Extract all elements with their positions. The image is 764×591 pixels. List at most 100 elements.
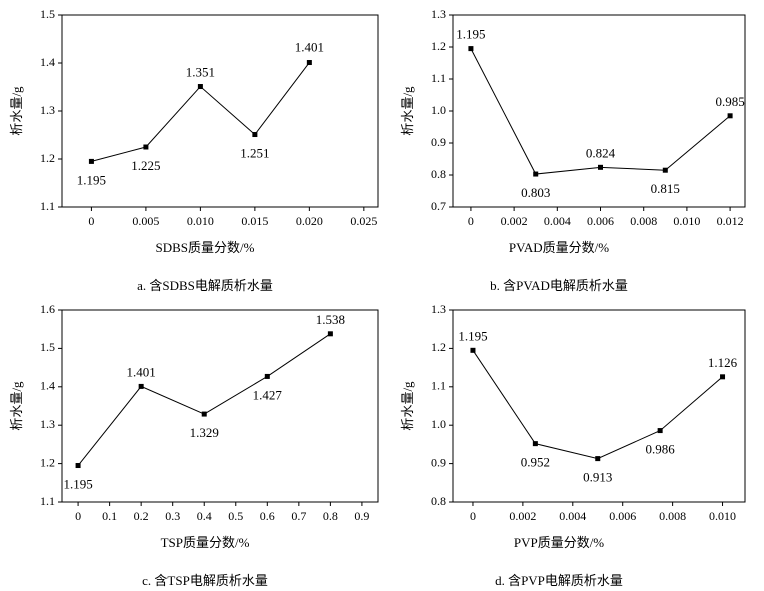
data-point (727, 113, 733, 119)
data-point (468, 46, 474, 52)
y-tick-label: 0.8 (431, 167, 446, 181)
data-label: 1.427 (253, 387, 283, 402)
data-point (533, 171, 539, 177)
x-tick-label: 0.008 (630, 214, 657, 228)
x-tick-label: 0.5 (228, 509, 243, 523)
data-point (662, 167, 668, 173)
data-label: 1.401 (127, 364, 156, 379)
data-point (143, 144, 149, 150)
x-tick-label: 0 (75, 509, 81, 523)
x-tick-label: 0.2 (134, 509, 149, 523)
y-tick-label: 0.9 (431, 455, 446, 469)
plot-frame (61, 309, 379, 503)
data-label: 0.824 (586, 145, 616, 160)
data-point (720, 374, 726, 380)
data-label: 1.126 (708, 355, 738, 370)
data-label: 1.195 (456, 27, 485, 42)
data-label: 1.401 (295, 40, 324, 55)
x-tick-label: 0.010 (673, 214, 700, 228)
x-tick-label: 0 (468, 214, 474, 228)
data-line (472, 350, 723, 460)
y-tick-label: 0.8 (431, 494, 446, 508)
y-tick-label: 1.1 (40, 199, 55, 213)
data-point (595, 456, 601, 462)
y-tick-label: 1.4 (40, 379, 55, 393)
y-tick-label: 1.2 (431, 340, 446, 354)
x-tick-label: 0.015 (241, 214, 268, 228)
y-axis-label: 析水量/g (9, 381, 24, 431)
data-label: 1.195 (63, 477, 92, 492)
data-point (598, 164, 604, 170)
data-point (306, 60, 312, 66)
y-tick-label: 1.6 (40, 302, 55, 316)
x-axis-label: PVP质量分数/% (514, 535, 604, 550)
x-tick-label: 0.002 (509, 509, 536, 523)
data-point (252, 132, 258, 138)
x-axis-label: PVAD质量分数/% (509, 240, 609, 255)
x-tick-label: 0.010 (709, 509, 736, 523)
x-tick-label: 0.005 (132, 214, 159, 228)
data-label: 0.815 (651, 181, 680, 196)
data-label: 1.195 (458, 328, 487, 343)
plot-frame (61, 14, 379, 208)
x-tick-label: 0.002 (501, 214, 528, 228)
x-tick-label: 0.012 (717, 214, 744, 228)
y-tick-label: 1.4 (40, 55, 55, 69)
caption: d. 含PVP电解质析水量 (495, 573, 623, 588)
y-tick-label: 1.0 (431, 417, 446, 431)
data-label: 1.538 (316, 312, 345, 327)
data-point (327, 331, 333, 337)
plot-frame (452, 14, 746, 208)
x-tick-label: 0.8 (323, 509, 338, 523)
x-tick-label: 0.020 (296, 214, 323, 228)
x-tick-label: 0.008 (659, 509, 686, 523)
y-tick-label: 1.3 (431, 302, 446, 316)
y-tick-label: 0.9 (431, 135, 446, 149)
y-tick-label: 1.1 (40, 494, 55, 508)
y-tick-label: 1.5 (40, 7, 55, 21)
x-tick-label: 0.9 (354, 509, 369, 523)
data-label: 0.913 (583, 470, 612, 485)
y-tick-label: 1.2 (431, 39, 446, 53)
data-label: 1.251 (240, 146, 269, 161)
data-point (138, 383, 144, 389)
data-point (197, 84, 203, 90)
y-tick-label: 1.1 (431, 71, 446, 85)
x-tick-label: 0 (88, 214, 94, 228)
x-tick-label: 0.3 (165, 509, 180, 523)
x-axis-label: SDBS质量分数/% (156, 240, 255, 255)
data-label: 1.195 (77, 172, 106, 187)
y-tick-label: 1.3 (40, 417, 55, 431)
data-point (75, 463, 81, 469)
y-tick-label: 1.0 (431, 103, 446, 117)
data-label: 1.329 (190, 425, 219, 440)
y-tick-label: 0.7 (431, 199, 446, 213)
x-tick-label: 0.006 (609, 509, 636, 523)
x-tick-label: 0.010 (187, 214, 214, 228)
data-point (657, 428, 663, 434)
x-tick-label: 0.004 (559, 509, 586, 523)
caption: a. 含SDBS电解质析水量 (137, 278, 273, 293)
y-tick-label: 1.3 (431, 7, 446, 21)
y-tick-label: 1.2 (40, 151, 55, 165)
data-label: 0.986 (646, 442, 676, 457)
data-label: 1.225 (131, 158, 160, 173)
x-tick-label: 0.6 (260, 509, 275, 523)
y-axis-label: 析水量/g (400, 86, 415, 136)
data-point (201, 411, 207, 417)
data-point (88, 158, 94, 164)
data-point (532, 441, 538, 447)
y-tick-label: 1.1 (431, 379, 446, 393)
data-point (264, 373, 270, 379)
x-axis-label: TSP质量分数/% (161, 535, 250, 550)
data-label: 0.952 (521, 455, 550, 470)
caption: b. 含PVAD电解质析水量 (490, 278, 628, 293)
data-label: 0.803 (521, 185, 550, 200)
data-label: 1.351 (186, 65, 215, 80)
x-tick-label: 0.025 (350, 214, 377, 228)
y-axis-label: 析水量/g (9, 86, 24, 136)
plot-frame (452, 309, 746, 503)
data-line (77, 333, 331, 466)
data-point (470, 347, 476, 353)
